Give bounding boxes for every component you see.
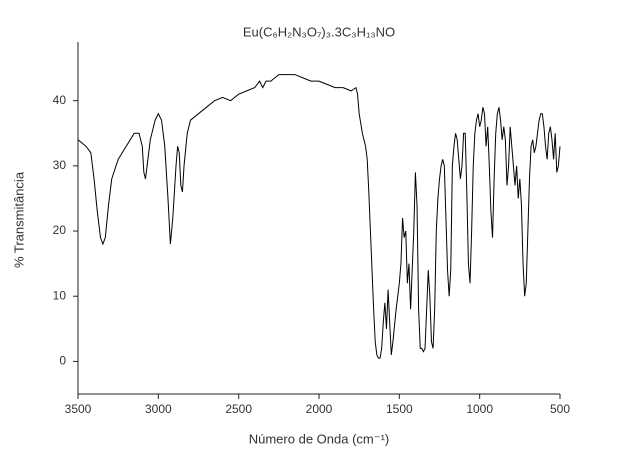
chart-title: Eu(C₆H₂N₃O₇)₃.3C₃H₁₃NO xyxy=(243,24,395,39)
x-tick-label: 2000 xyxy=(306,402,333,416)
x-tick-label: 3000 xyxy=(145,402,172,416)
y-tick-label: 10 xyxy=(53,288,67,302)
y-tick-label: 30 xyxy=(53,158,67,172)
y-axis-label: % Transmitância xyxy=(11,171,26,268)
x-axis-label: Número de Onda (cm⁻¹) xyxy=(249,431,390,446)
spectrum-line xyxy=(77,74,561,359)
x-tick-label: 1000 xyxy=(466,402,493,416)
y-tick-label: 40 xyxy=(53,93,67,107)
x-tick-label: 1500 xyxy=(386,402,413,416)
x-tick-label: 3500 xyxy=(65,402,92,416)
y-tick-label: 20 xyxy=(53,223,67,237)
x-tick-label: 2500 xyxy=(225,402,252,416)
x-tick-label: 500 xyxy=(550,402,570,416)
y-tick-label: 0 xyxy=(59,354,66,368)
